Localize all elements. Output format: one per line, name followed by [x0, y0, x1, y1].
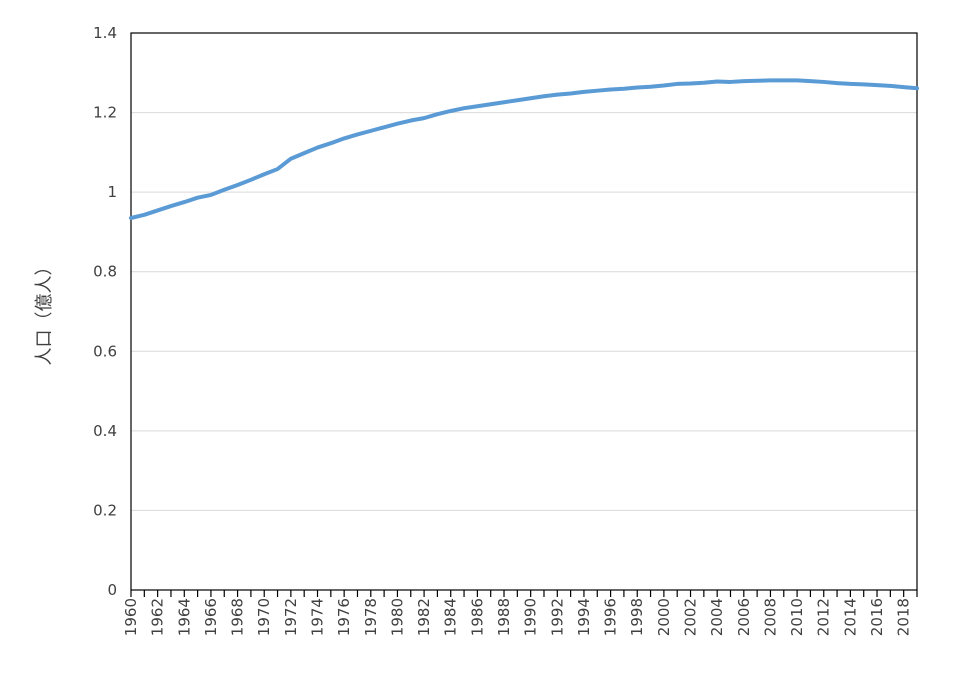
x-tick-label: 1972	[282, 598, 300, 636]
y-tick-label: 0.4	[93, 422, 117, 440]
x-tick-label: 1976	[335, 598, 353, 636]
x-axis-ticks: 1960 1962 1964 1966 1968 1970 1972 1974 1976 1978…	[122, 590, 918, 636]
x-tick-label: 1970	[255, 598, 273, 636]
x-tick-label: 1984	[442, 598, 460, 636]
x-tick-label: 2004	[708, 598, 726, 636]
y-tick-label: 1.2	[93, 104, 117, 122]
y-tick-label: 0	[107, 581, 117, 599]
x-tick-label: 1986	[468, 598, 486, 636]
y-tick-label: 0.6	[93, 342, 117, 360]
x-tick-label: 1992	[548, 598, 566, 636]
x-tick-label: 2006	[735, 598, 753, 636]
x-tick-label: 1982	[415, 598, 433, 636]
x-tick-label: 1996	[602, 598, 620, 636]
x-tick-label: 1978	[362, 598, 380, 636]
x-tick-label: 2000	[655, 598, 673, 636]
series-line	[129, 78, 919, 220]
x-tick-label: 2018	[895, 598, 913, 636]
y-tick-label: 1	[107, 183, 117, 201]
x-tick-label: 1988	[495, 598, 513, 636]
plot-area-frame	[130, 32, 918, 591]
x-tick-label: 1964	[175, 598, 193, 636]
y-axis-ticks: 0 0.2 0.4 0.6 0.8 1 1.2 1.4	[93, 24, 117, 599]
x-tick-label: 1974	[309, 598, 327, 636]
x-tick-label: 1990	[522, 598, 540, 636]
x-tick-label: 1980	[388, 598, 406, 636]
x-tick-label: 2014	[841, 598, 859, 636]
x-tick-label: 2002	[682, 598, 700, 636]
x-tick-label: 1994	[575, 598, 593, 636]
y-tick-label: 0.8	[93, 263, 117, 281]
x-tick-label: 2008	[761, 598, 779, 636]
gridlines	[131, 112, 917, 511]
x-tick-label: 1968	[229, 598, 247, 636]
x-tick-label: 2010	[788, 598, 806, 636]
x-tick-label: 2012	[815, 598, 833, 636]
x-tick-label: 1998	[628, 598, 646, 636]
x-tick-label: 1962	[149, 598, 167, 636]
y-axis-title: 人口（億人）	[34, 258, 55, 366]
y-tick-label: 0.2	[93, 501, 117, 519]
y-tick-label: 1.4	[93, 24, 117, 42]
x-tick-label: 2016	[868, 598, 886, 636]
x-tick-label: 1966	[202, 598, 220, 636]
x-tick-label: 1960	[122, 598, 140, 636]
